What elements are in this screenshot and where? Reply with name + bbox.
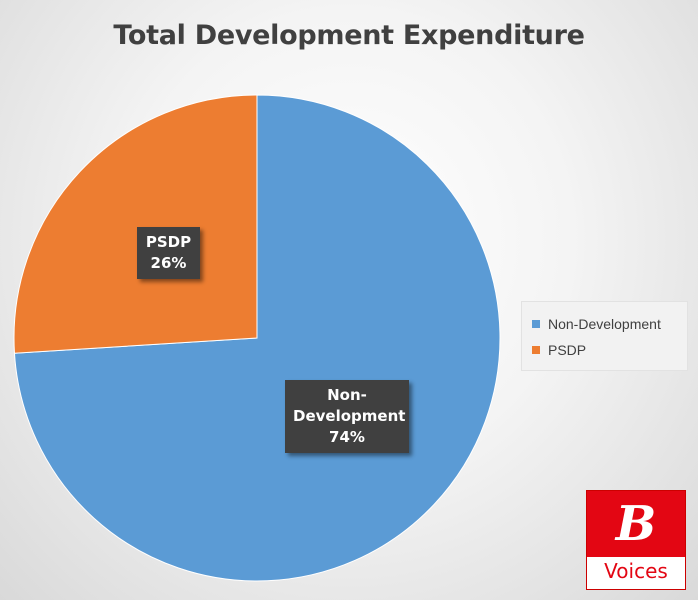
pie-slice-psdp bbox=[13, 94, 258, 354]
logo-letter: B bbox=[615, 496, 657, 552]
legend-swatch-non-development bbox=[532, 320, 540, 328]
chart-title: Total Development Expenditure bbox=[113, 20, 585, 51]
data-label-psdp-line2: 26% bbox=[150, 254, 187, 272]
data-label-non-development: Non- Development 74% bbox=[285, 380, 409, 453]
data-label-non-development-line3: 74% bbox=[329, 428, 365, 446]
data-label-non-development-line2: Development bbox=[293, 407, 406, 425]
data-label-psdp: PSDP 26% bbox=[137, 227, 200, 279]
logo-wordmark: Voices bbox=[604, 559, 668, 583]
legend-item-non-development: Non-Development bbox=[532, 312, 687, 336]
legend: Non-Development PSDP bbox=[521, 301, 688, 371]
logo-badge: B bbox=[587, 491, 685, 557]
legend-label-psdp: PSDP bbox=[548, 342, 587, 358]
b-voices-logo: B Voices bbox=[586, 490, 686, 590]
legend-swatch-psdp bbox=[532, 346, 540, 354]
legend-item-psdp: PSDP bbox=[532, 338, 687, 362]
data-label-non-development-line1: Non- bbox=[327, 386, 367, 404]
data-label-psdp-line1: PSDP bbox=[145, 233, 192, 251]
legend-label-non-development: Non-Development bbox=[548, 316, 661, 332]
